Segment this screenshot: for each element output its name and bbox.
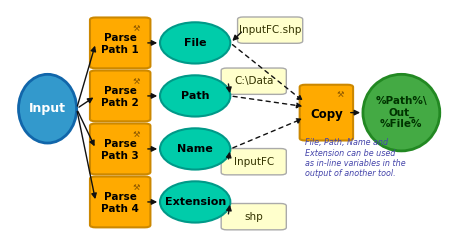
FancyBboxPatch shape <box>221 149 286 175</box>
Text: Parse
Path 4: Parse Path 4 <box>101 192 139 214</box>
Text: Input: Input <box>29 102 66 115</box>
Text: File: File <box>184 38 206 48</box>
Text: C:\Data: C:\Data <box>234 76 274 86</box>
Text: Name: Name <box>177 144 213 154</box>
Text: %Path%\
Out_
%File%: %Path%\ Out_ %File% <box>376 96 427 129</box>
FancyBboxPatch shape <box>90 18 150 68</box>
Text: Extension: Extension <box>164 197 226 207</box>
Text: Path: Path <box>181 91 210 101</box>
Text: ⚒: ⚒ <box>132 24 140 33</box>
Ellipse shape <box>363 74 440 151</box>
FancyBboxPatch shape <box>300 85 353 141</box>
Text: Parse
Path 1: Parse Path 1 <box>102 33 139 55</box>
Text: Parse
Path 2: Parse Path 2 <box>102 86 139 108</box>
Ellipse shape <box>18 74 77 143</box>
FancyBboxPatch shape <box>90 177 150 227</box>
Text: InputFC: InputFC <box>234 157 274 167</box>
Text: shp: shp <box>244 212 263 222</box>
Ellipse shape <box>160 75 230 117</box>
Text: Copy: Copy <box>310 108 343 121</box>
Text: File, Path, Name and
Extension can be used
as in-line variables in the
output of: File, Path, Name and Extension can be us… <box>306 138 406 178</box>
Text: ⚒: ⚒ <box>132 77 140 86</box>
Text: InputFC.shp: InputFC.shp <box>239 25 301 35</box>
FancyBboxPatch shape <box>237 17 303 43</box>
Ellipse shape <box>160 181 230 223</box>
Ellipse shape <box>160 128 230 169</box>
Text: ⚒: ⚒ <box>132 130 140 139</box>
Text: ⚒: ⚒ <box>336 90 344 99</box>
Ellipse shape <box>160 22 230 64</box>
Text: Parse
Path 3: Parse Path 3 <box>102 139 139 161</box>
FancyBboxPatch shape <box>221 204 286 230</box>
Text: ⚒: ⚒ <box>132 183 140 192</box>
FancyBboxPatch shape <box>221 68 286 94</box>
FancyBboxPatch shape <box>90 123 150 174</box>
FancyBboxPatch shape <box>90 70 150 121</box>
